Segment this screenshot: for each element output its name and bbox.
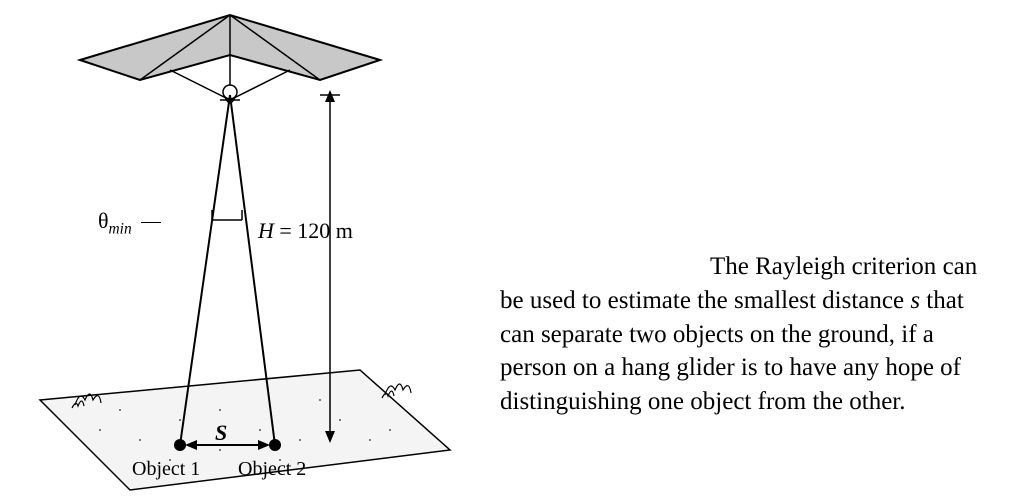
caption-paragraph: The Rayleigh criterion can be used to es…: [500, 250, 990, 419]
object-1: [174, 439, 186, 451]
figure-svg: [20, 0, 460, 501]
object-1-label: Object 1: [132, 458, 200, 481]
theta-min-text: θmin: [98, 208, 132, 233]
object-2-label: Object 2: [238, 458, 306, 481]
theta-min-label: θmin: [98, 208, 161, 238]
hang-glider: [80, 15, 380, 103]
caption-text: The Rayleigh criterion can be used to es…: [500, 250, 990, 419]
caption-lead: The Rayleigh criterion: [710, 253, 936, 280]
object-2: [269, 439, 281, 451]
theta-leader-line: [141, 222, 161, 223]
theta-angle-marker: [212, 210, 242, 220]
physics-figure: θmin H = 120 m S Object 1 Object 2: [20, 0, 460, 501]
page: θmin H = 120 m S Object 1 Object 2 The R…: [0, 0, 1010, 501]
s-label: S: [215, 420, 227, 446]
height-label: H = 120 m: [258, 218, 353, 244]
